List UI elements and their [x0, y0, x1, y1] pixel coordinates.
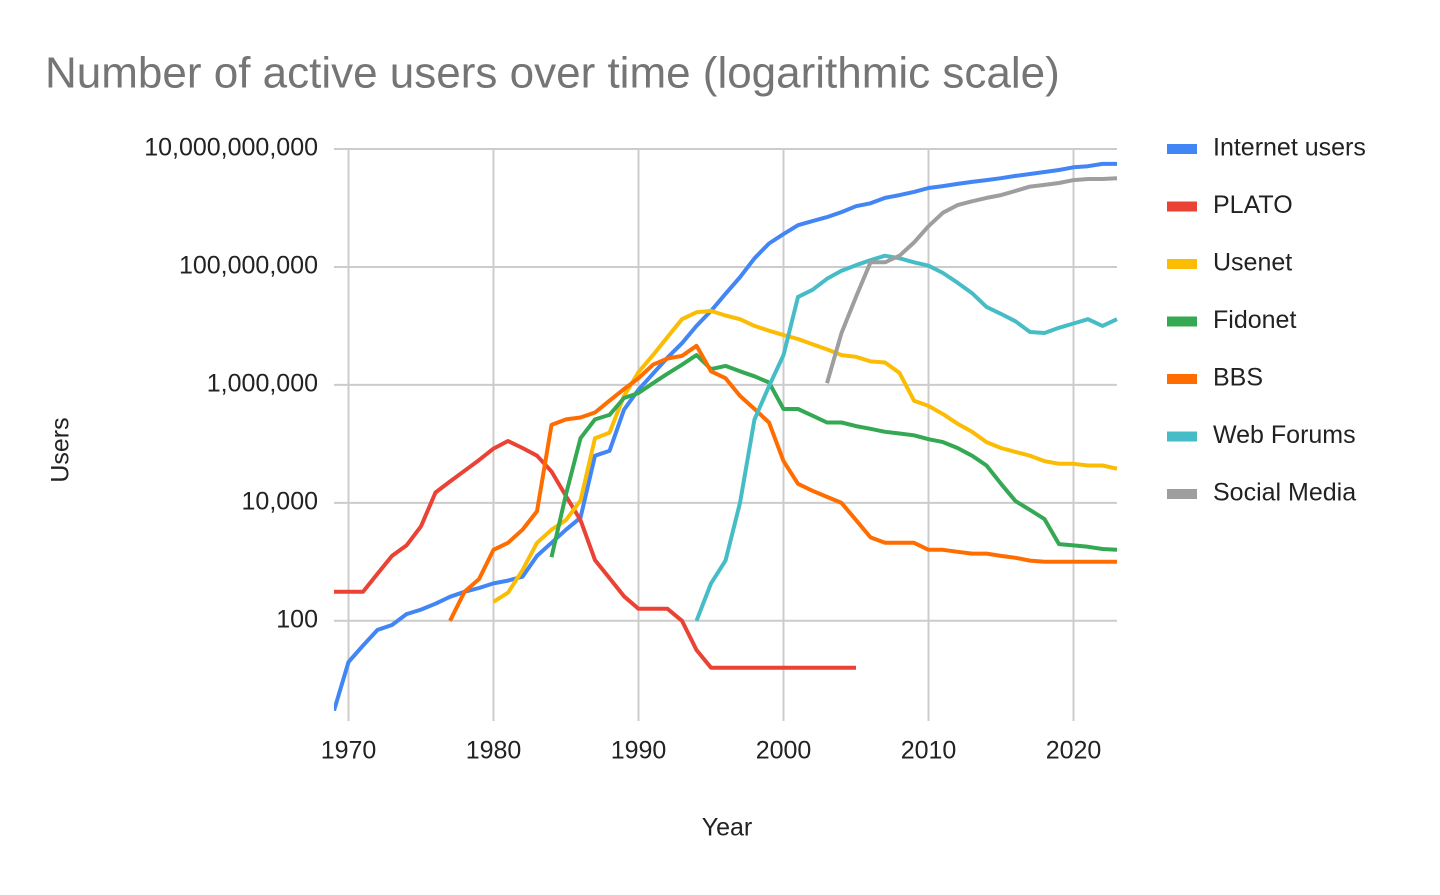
- legend-swatch: [1167, 201, 1197, 212]
- y-tick-label: 10,000: [242, 487, 318, 515]
- series-line: [694, 253, 1118, 622]
- y-tick-label: 100: [276, 605, 318, 633]
- chart-title: Number of active users over time (logari…: [45, 49, 1060, 98]
- series-line: [448, 343, 1117, 622]
- series-line: [492, 308, 1118, 604]
- series-line: [334, 161, 1117, 712]
- legend-swatch: [1167, 144, 1197, 154]
- grid: 100 10,000 1,000,000 100,000,000 10,000,000,…: [144, 134, 1117, 765]
- legend-swatch: [1167, 374, 1197, 384]
- legend-swatch: [1167, 316, 1197, 327]
- y-tick-label: 10,000,000,000: [144, 134, 318, 162]
- legend-label: Fidonet: [1213, 306, 1296, 334]
- x-tick-label: 2020: [1046, 737, 1102, 765]
- x-axis-label: Year: [702, 814, 753, 842]
- x-tick-label: 1970: [321, 737, 377, 765]
- legend-label: Web Forums: [1213, 421, 1356, 449]
- legend-label: PLATO: [1213, 191, 1293, 219]
- series-line: [825, 176, 1118, 384]
- series-line: [334, 439, 856, 670]
- legend: Internet users PLATO Usenet Fidonet BBS Web F…: [1167, 134, 1366, 507]
- legend-label: Usenet: [1213, 249, 1292, 277]
- x-tick-label: 2010: [901, 737, 957, 765]
- legend-swatch: [1167, 489, 1197, 499]
- legend-label: Internet users: [1213, 134, 1366, 162]
- legend-swatch: [1167, 259, 1197, 269]
- series-line: [549, 353, 1118, 558]
- legend-label: BBS: [1213, 364, 1263, 392]
- x-tick-label: 1990: [611, 737, 667, 765]
- y-axis-label: Users: [47, 417, 75, 482]
- legend-swatch: [1167, 431, 1197, 442]
- x-tick-label: 1980: [466, 737, 522, 765]
- legend-label: Social Media: [1213, 479, 1356, 507]
- y-tick-label: 100,000,000: [179, 252, 318, 280]
- x-tick-label: 2000: [756, 737, 812, 765]
- plot-lines: [334, 161, 1118, 712]
- y-tick-label: 1,000,000: [207, 370, 318, 398]
